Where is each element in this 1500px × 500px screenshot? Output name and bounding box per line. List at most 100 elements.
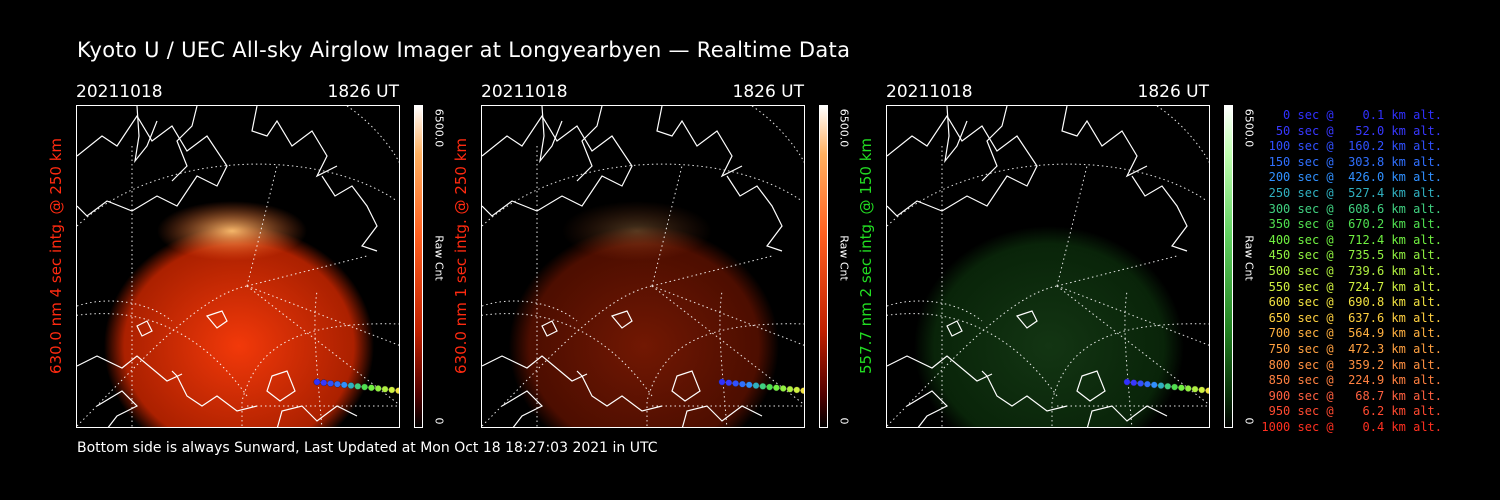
graticule bbox=[77, 106, 399, 427]
trajectory-point bbox=[1205, 387, 1209, 395]
aurora-hotspot bbox=[562, 201, 712, 261]
panel-wavelength-label: 630.0 nm 1 sec intg. @ 250 km bbox=[452, 137, 470, 374]
allsky-image bbox=[76, 105, 400, 428]
trajectory-point bbox=[1184, 385, 1192, 392]
colorbar-max-label: 6500.0 bbox=[432, 108, 446, 147]
trajectory-point bbox=[374, 385, 382, 392]
legend-entry: 250 sec @ 527.4 km alt. bbox=[1268, 185, 1442, 200]
trajectory-track bbox=[313, 378, 399, 395]
legend-entry: 800 sec @ 359.2 km alt. bbox=[1268, 357, 1442, 372]
legend-entry: 600 sec @ 690.8 km alt. bbox=[1268, 295, 1442, 310]
coastline bbox=[77, 106, 378, 427]
trajectory-point bbox=[752, 382, 760, 389]
aurora-hotspot bbox=[967, 201, 1117, 261]
trajectory-point bbox=[388, 386, 396, 394]
panel-time: 1826 UT bbox=[1137, 82, 1210, 102]
coastline bbox=[482, 106, 783, 427]
trajectory-point bbox=[1130, 379, 1138, 387]
panel-time: 1826 UT bbox=[327, 82, 400, 102]
colorbar-max-label: 6500.0 bbox=[1242, 108, 1256, 147]
legend-entry: 550 sec @ 724.7 km alt. bbox=[1268, 279, 1442, 294]
trajectory-point bbox=[1143, 380, 1151, 388]
trajectory-point bbox=[766, 383, 773, 391]
colorbar-max-label: 6500.0 bbox=[837, 108, 851, 147]
trajectory-point bbox=[772, 384, 780, 392]
airglow-disc bbox=[509, 226, 779, 427]
legend-entry: 900 sec @ 68.7 km alt. bbox=[1268, 388, 1442, 403]
legend-entry: 350 sec @ 670.2 km alt. bbox=[1268, 217, 1442, 232]
trajectory-legend: 0 sec @ 0.1 km alt. 50 sec @ 52.0 km alt… bbox=[1260, 108, 1442, 435]
legend-entry: 750 sec @ 472.3 km alt. bbox=[1268, 341, 1442, 356]
allsky-image bbox=[481, 105, 805, 428]
trajectory-point bbox=[333, 380, 341, 388]
trajectory-point bbox=[1164, 382, 1172, 390]
trajectory-point bbox=[381, 385, 389, 393]
trajectory-point bbox=[340, 381, 348, 389]
graticule bbox=[887, 106, 1209, 427]
colorbar-min-label: 0 bbox=[1242, 417, 1256, 425]
trajectory-point bbox=[738, 380, 746, 388]
trajectory-track bbox=[1123, 378, 1209, 395]
trajectory-point bbox=[1157, 382, 1165, 389]
colorbar-unit-label: Raw Cnt bbox=[1242, 235, 1256, 281]
legend-entry: 950 sec @ 6.2 km alt. bbox=[1268, 404, 1442, 419]
trajectory-point bbox=[1123, 378, 1131, 386]
legend-entry: 400 sec @ 712.4 km alt. bbox=[1268, 232, 1442, 247]
trajectory-point bbox=[354, 382, 362, 390]
legend-entry: 100 sec @ 160.2 km alt. bbox=[1268, 139, 1442, 154]
legend-entry: 0 sec @ 0.1 km alt. bbox=[1268, 108, 1442, 122]
trajectory-point bbox=[732, 380, 740, 387]
coastline bbox=[887, 106, 1188, 427]
imager-panel: 20211018 1826 UT 557.7 nm 2 sec intg. @ 15… bbox=[857, 78, 1256, 433]
legend-entry: 850 sec @ 224.9 km alt. bbox=[1268, 373, 1442, 388]
legend-entry: 1000 sec @ 0.4 km alt. bbox=[1261, 419, 1442, 434]
panel-date: 20211018 bbox=[886, 82, 973, 102]
trajectory-point bbox=[1137, 380, 1145, 387]
legend-entry: 300 sec @ 608.6 km alt. bbox=[1268, 201, 1442, 216]
imager-panel: 20211018 1826 UT 630.0 nm 4 sec intg. @ 25… bbox=[47, 78, 446, 433]
legend-entry: 50 sec @ 52.0 km alt. bbox=[1268, 123, 1442, 138]
trajectory-point bbox=[793, 386, 801, 394]
aurora-hotspot bbox=[157, 201, 307, 261]
colorbar-min-label: 0 bbox=[432, 417, 446, 425]
trajectory-point bbox=[361, 383, 368, 391]
trajectory-point bbox=[320, 379, 328, 387]
trajectory-point bbox=[1150, 381, 1158, 389]
trajectory-point bbox=[1191, 385, 1199, 393]
graticule bbox=[482, 106, 804, 427]
colorbar-unit-label: Raw Cnt bbox=[837, 235, 851, 281]
trajectory-point bbox=[313, 378, 321, 386]
trajectory-point bbox=[1198, 386, 1206, 394]
panel-wavelength-label: 630.0 nm 4 sec intg. @ 250 km bbox=[47, 137, 65, 374]
legend-entry: 150 sec @ 303.8 km alt. bbox=[1268, 154, 1442, 169]
trajectory-point bbox=[718, 378, 726, 386]
page-title: Kyoto U / UEC All-sky Airglow Imager at … bbox=[77, 38, 851, 62]
colorbar bbox=[819, 105, 828, 428]
panel-date: 20211018 bbox=[481, 82, 568, 102]
trajectory-point bbox=[800, 387, 804, 395]
allsky-image bbox=[886, 105, 1210, 428]
trajectory-point bbox=[779, 385, 787, 392]
trajectory-track bbox=[718, 378, 804, 395]
trajectory-point bbox=[395, 387, 399, 395]
panel-time: 1826 UT bbox=[732, 82, 805, 102]
trajectory-point bbox=[1171, 383, 1178, 391]
colorbar-unit-label: Raw Cnt bbox=[432, 235, 446, 281]
panel-date: 20211018 bbox=[76, 82, 163, 102]
trajectory-point bbox=[725, 379, 733, 387]
trajectory-point bbox=[745, 381, 753, 389]
airglow-disc bbox=[104, 226, 374, 427]
colorbar bbox=[1224, 105, 1233, 428]
trajectory-point bbox=[367, 384, 375, 392]
legend-entry: 500 sec @ 739.6 km alt. bbox=[1268, 263, 1442, 278]
trajectory-point bbox=[1177, 384, 1185, 392]
panel-wavelength-label: 557.7 nm 2 sec intg. @ 150 km bbox=[857, 137, 875, 374]
imager-panel: 20211018 1826 UT 630.0 nm 1 sec intg. @ 25… bbox=[452, 78, 851, 433]
colorbar bbox=[414, 105, 423, 428]
trajectory-point bbox=[347, 382, 355, 389]
trajectory-point bbox=[327, 380, 335, 387]
legend-entry: 200 sec @ 426.0 km alt. bbox=[1268, 170, 1442, 185]
legend-entry: 650 sec @ 637.6 km alt. bbox=[1268, 310, 1442, 325]
colorbar-min-label: 0 bbox=[837, 417, 851, 425]
trajectory-point bbox=[759, 382, 767, 390]
